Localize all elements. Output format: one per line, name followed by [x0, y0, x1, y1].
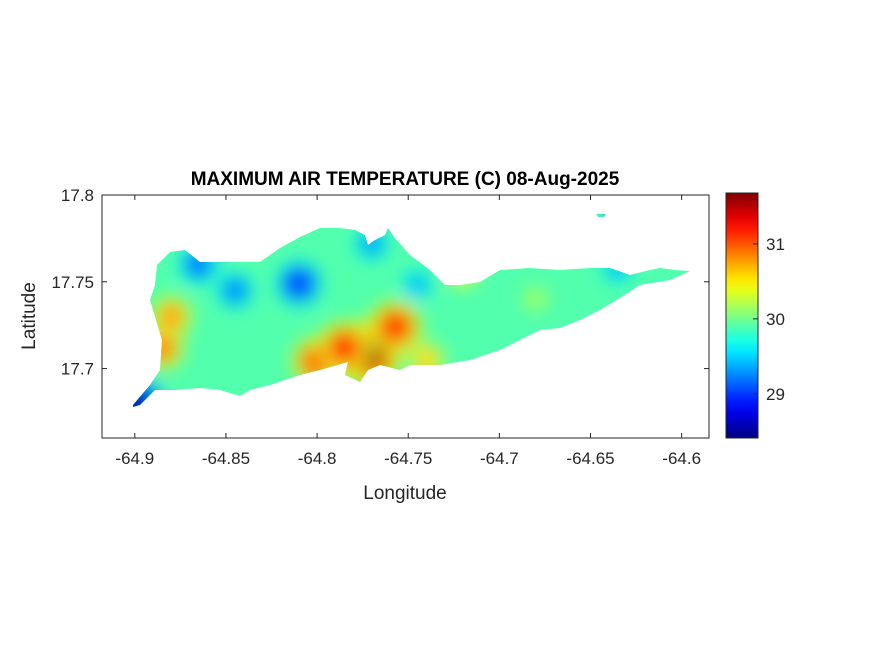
colorbar-tick-label: 30 — [766, 310, 785, 329]
field-feature — [621, 214, 652, 231]
colorbar — [725, 192, 759, 439]
x-tick-label: -64.9 — [115, 449, 154, 468]
field-feature — [447, 258, 478, 289]
field-feature — [186, 252, 211, 277]
field-feature — [330, 333, 359, 362]
field-feature — [223, 279, 247, 302]
x-tick-label: -64.7 — [480, 449, 519, 468]
field-feature — [452, 262, 474, 284]
chart-title: MAXIMUM AIR TEMPERATURE (C) 08-Aug-2025 — [191, 169, 620, 190]
field-feature — [614, 214, 658, 238]
field-feature — [648, 293, 678, 323]
y-tick-label: 17.75 — [51, 273, 94, 292]
field-feature — [133, 388, 150, 407]
field-feature — [607, 257, 629, 279]
y-tick-label: 17.8 — [61, 186, 94, 205]
x-tick-label: -64.8 — [298, 449, 337, 468]
x-tick-label: -64.85 — [202, 449, 250, 468]
field-feature — [607, 214, 666, 245]
field-feature — [381, 312, 410, 341]
field-feature — [652, 296, 675, 320]
field-feature — [415, 348, 438, 372]
field-feature — [450, 260, 476, 286]
field-feature — [159, 304, 184, 329]
field-feature — [286, 270, 312, 297]
x-axis-label: Longitude — [363, 483, 446, 504]
field-feature — [361, 232, 383, 255]
temperature-field — [133, 214, 690, 407]
y-tick-label: 17.7 — [61, 360, 94, 379]
field-feature — [149, 335, 175, 361]
y-axis-label: Latitude — [19, 282, 40, 350]
field-feature — [407, 274, 428, 296]
field-feature — [645, 290, 682, 326]
colorbar-tick-label: 29 — [766, 385, 785, 404]
field-feature — [526, 289, 546, 309]
x-tick-label: -64.75 — [384, 449, 432, 468]
x-tick-label: -64.6 — [662, 449, 701, 468]
x-tick-label: -64.65 — [566, 449, 614, 468]
colorbar-tick-label: 31 — [766, 235, 785, 254]
plot-axes-box — [101, 194, 710, 439]
